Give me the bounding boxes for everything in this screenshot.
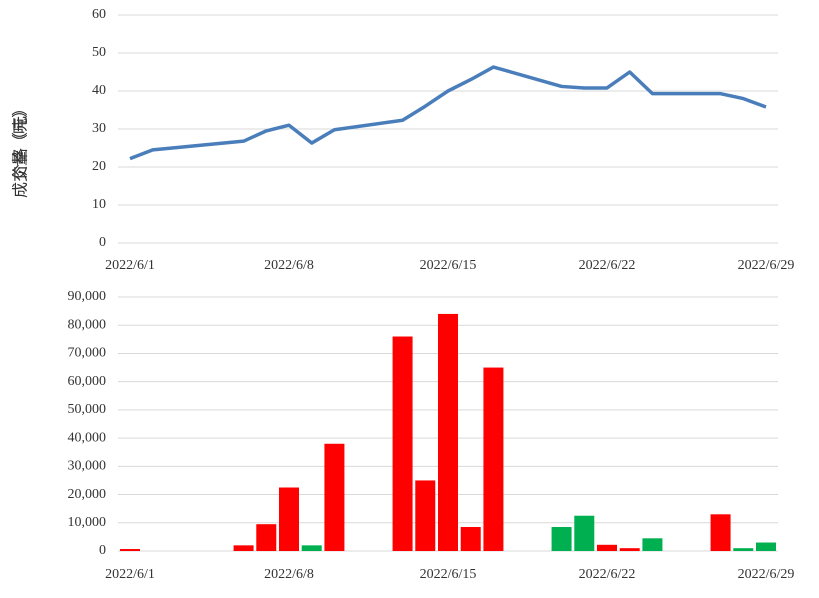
- bar: [597, 544, 617, 551]
- bar: [324, 443, 345, 551]
- y-tick-label: 50: [92, 45, 106, 60]
- y-tick-label: 20: [92, 159, 106, 174]
- bar: [756, 542, 776, 551]
- y-tick-label: 70,000: [68, 346, 107, 361]
- x-tick-label: 2022/6/1: [105, 258, 155, 273]
- bar: [733, 548, 754, 551]
- bar: [301, 545, 322, 551]
- bar: [483, 367, 504, 551]
- bar: [460, 527, 481, 551]
- bar: [438, 313, 458, 551]
- bar: [279, 487, 299, 551]
- bar: [392, 336, 413, 551]
- x-tick-label: 2022/6/1: [105, 567, 155, 582]
- y-tick-label: 60,000: [68, 374, 107, 389]
- bar: [233, 545, 254, 551]
- price-line: [129, 65, 767, 161]
- y-tick-label: 80,000: [68, 317, 107, 332]
- bar: [415, 480, 436, 551]
- x-tick-label: 2022/6/29: [738, 567, 795, 582]
- y-tick-label: 0: [99, 543, 106, 558]
- bar: [256, 524, 277, 551]
- bar: [574, 515, 595, 551]
- y-tick-label: 50,000: [68, 402, 107, 417]
- y-tick-label: 20,000: [68, 487, 107, 502]
- y-tick-label: 90,000: [68, 289, 107, 304]
- y-tick-label: 10: [92, 197, 106, 212]
- bar: [619, 548, 640, 551]
- y-tick-label: 40,000: [68, 430, 107, 445]
- bar: [642, 538, 663, 551]
- y-axis-title: 价格（元）: [12, 100, 30, 180]
- x-tick-label: 2022/6/8: [264, 567, 314, 582]
- y-tick-label: 40: [92, 83, 106, 98]
- y-tick-label: 60: [92, 7, 106, 22]
- bar: [120, 549, 140, 551]
- bar: [551, 527, 572, 551]
- x-tick-label: 2022/6/8: [264, 258, 314, 273]
- x-tick-label: 2022/6/15: [420, 567, 477, 582]
- x-tick-label: 2022/6/29: [738, 258, 795, 273]
- x-tick-label: 2022/6/22: [579, 258, 636, 273]
- y-tick-label: 30,000: [68, 459, 107, 474]
- x-tick-label: 2022/6/22: [579, 567, 636, 582]
- y-tick-label: 0: [99, 235, 106, 250]
- y-tick-label: 10,000: [68, 515, 107, 530]
- x-tick-label: 2022/6/15: [420, 258, 477, 273]
- y-tick-label: 30: [92, 121, 106, 136]
- y-axis-title: 成交量（吨）: [12, 102, 30, 198]
- bar: [710, 514, 731, 551]
